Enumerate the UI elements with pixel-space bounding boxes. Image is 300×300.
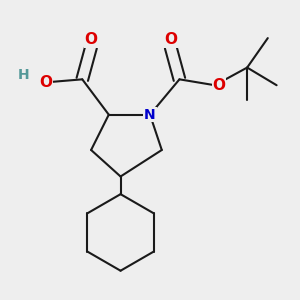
Text: O: O <box>85 32 98 47</box>
Text: O: O <box>39 75 52 90</box>
Text: O: O <box>213 78 226 93</box>
Text: N: N <box>144 108 156 122</box>
Text: H: H <box>18 68 29 82</box>
Text: O: O <box>164 32 177 47</box>
